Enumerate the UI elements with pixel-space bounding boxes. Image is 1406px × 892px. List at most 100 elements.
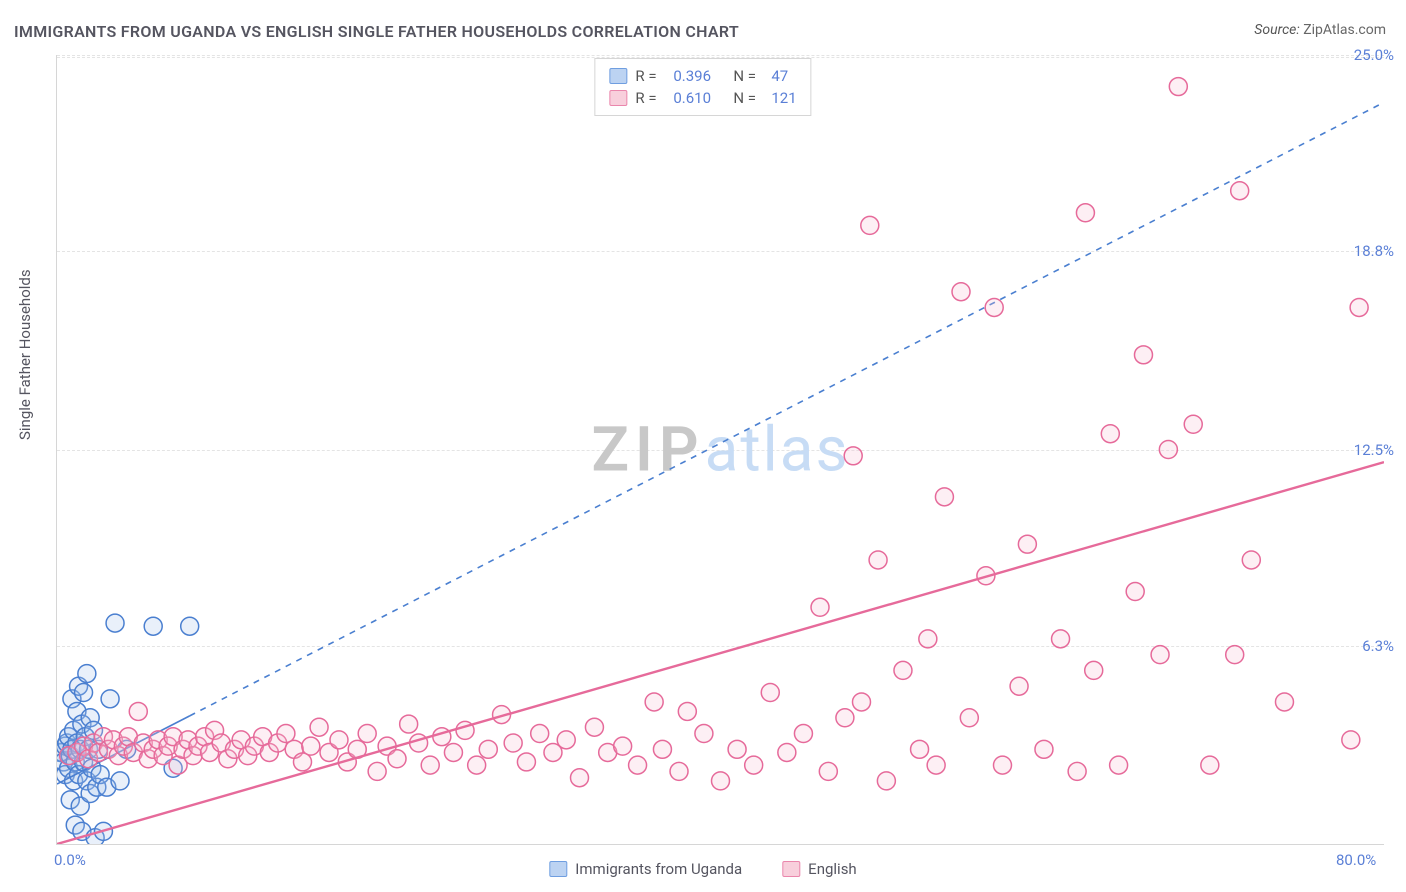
data-point	[794, 725, 812, 743]
source-attribution: Source: ZipAtlas.com	[1254, 22, 1386, 38]
data-point	[444, 743, 462, 761]
data-point	[695, 725, 713, 743]
legend-item-uganda: Immigrants from Uganda	[549, 860, 742, 878]
data-point	[78, 665, 96, 683]
legend-row-english: R = 0.610 N = 121	[609, 87, 796, 109]
legend-correlation: R = 0.396 N = 47 R = 0.610 N = 121	[594, 58, 811, 116]
data-point	[993, 756, 1011, 774]
legend-series: Immigrants from Uganda English	[549, 860, 856, 878]
data-point	[1101, 425, 1119, 443]
data-point	[960, 709, 978, 727]
legend-label-uganda: Immigrants from Uganda	[575, 860, 742, 878]
data-point	[877, 772, 895, 790]
data-point	[1242, 551, 1260, 569]
data-point	[1151, 646, 1169, 664]
data-point	[853, 693, 871, 711]
data-point	[531, 725, 549, 743]
data-point	[869, 551, 887, 569]
r-label: R =	[635, 67, 665, 85]
data-point	[728, 740, 746, 758]
data-point	[712, 772, 730, 790]
data-point	[1226, 646, 1244, 664]
data-point	[504, 734, 522, 752]
data-point	[358, 725, 376, 743]
x-tick-label: 80.0%	[1336, 851, 1376, 869]
data-point	[678, 702, 696, 720]
data-point	[614, 737, 632, 755]
legend-item-english: English	[782, 860, 857, 878]
data-point	[421, 756, 439, 774]
data-point	[585, 718, 603, 736]
data-point	[1342, 731, 1360, 749]
data-point	[1110, 756, 1128, 774]
data-point	[1076, 204, 1094, 222]
data-point	[1169, 78, 1187, 96]
data-point	[1350, 298, 1368, 316]
data-point	[1035, 740, 1053, 758]
data-point	[811, 598, 829, 616]
data-point	[75, 684, 93, 702]
data-point	[101, 690, 119, 708]
swatch-english-icon	[782, 861, 800, 877]
data-point	[1018, 535, 1036, 553]
data-point	[919, 630, 937, 648]
data-point	[1134, 346, 1152, 364]
data-point	[629, 756, 647, 774]
data-point	[1010, 677, 1028, 695]
data-point	[181, 617, 199, 635]
plot-area: ZIPatlas	[56, 55, 1384, 845]
r-value-uganda: 0.396	[673, 67, 725, 85]
data-point	[368, 762, 386, 780]
data-point	[468, 756, 486, 774]
swatch-english	[609, 90, 627, 106]
data-point	[819, 762, 837, 780]
chart-title: IMMIGRANTS FROM UGANDA VS ENGLISH SINGLE…	[14, 22, 739, 41]
data-point	[894, 661, 912, 679]
data-point	[1231, 182, 1249, 200]
legend-label-english: English	[808, 860, 857, 878]
n-value-english: 121	[771, 89, 796, 107]
data-point	[1184, 415, 1202, 433]
r-label: R =	[635, 89, 665, 107]
data-point	[400, 715, 418, 733]
data-point	[778, 743, 796, 761]
data-point	[1159, 441, 1177, 459]
data-point	[557, 731, 575, 749]
data-point	[745, 756, 763, 774]
data-point	[653, 740, 671, 758]
data-point	[1085, 661, 1103, 679]
data-point	[1126, 583, 1144, 601]
data-point	[106, 614, 124, 632]
data-point	[1201, 756, 1219, 774]
data-point	[388, 750, 406, 768]
scatter-svg	[57, 55, 1384, 844]
data-point	[952, 283, 970, 301]
data-point	[935, 488, 953, 506]
data-point	[645, 693, 663, 711]
data-point	[927, 756, 945, 774]
source-label: Source:	[1254, 22, 1299, 38]
y-axis-label: Single Father Households	[16, 269, 34, 440]
trend-line-dashed	[190, 102, 1384, 716]
swatch-uganda	[609, 68, 627, 84]
data-point	[144, 617, 162, 635]
data-point	[985, 298, 1003, 316]
source-value: ZipAtlas.com	[1303, 22, 1386, 38]
data-point	[129, 702, 147, 720]
data-point	[1275, 693, 1293, 711]
data-point	[670, 762, 688, 780]
data-point	[836, 709, 854, 727]
data-point	[861, 216, 879, 234]
legend-row-uganda: R = 0.396 N = 47	[609, 65, 796, 87]
n-value-uganda: 47	[771, 67, 788, 85]
data-point	[1068, 762, 1086, 780]
data-point	[517, 753, 535, 771]
data-point	[111, 772, 129, 790]
n-label: N =	[733, 89, 763, 107]
data-point	[844, 447, 862, 465]
data-point	[571, 769, 589, 787]
n-label: N =	[733, 67, 763, 85]
data-point	[761, 684, 779, 702]
data-point	[911, 740, 929, 758]
data-point	[1052, 630, 1070, 648]
